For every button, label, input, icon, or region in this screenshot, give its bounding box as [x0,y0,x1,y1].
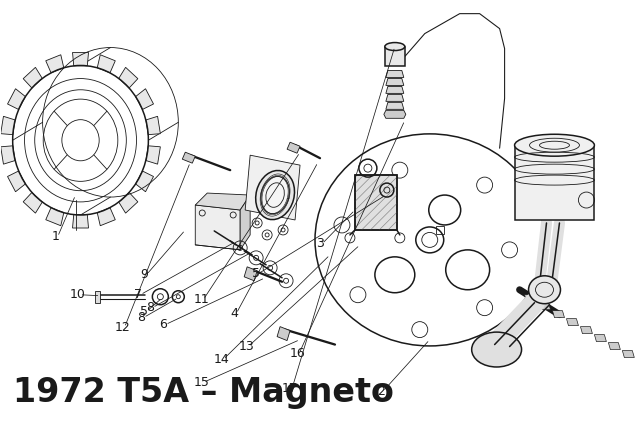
Text: 5: 5 [252,267,260,280]
Polygon shape [146,146,161,164]
Text: 17: 17 [282,382,298,395]
Polygon shape [8,89,26,110]
Polygon shape [240,195,250,250]
Polygon shape [97,55,115,73]
Polygon shape [119,67,138,88]
Polygon shape [195,193,250,210]
Polygon shape [595,335,606,341]
Text: 7: 7 [134,288,142,301]
Polygon shape [146,116,161,135]
Ellipse shape [385,43,405,50]
Polygon shape [23,192,42,213]
Text: 8: 8 [138,311,145,324]
Text: 15: 15 [193,376,209,389]
Text: 1972 T5A – Magneto: 1972 T5A – Magneto [13,376,394,409]
Text: 8: 8 [147,301,154,314]
Ellipse shape [515,134,595,156]
Polygon shape [515,145,595,220]
Polygon shape [46,208,64,226]
Polygon shape [277,327,290,341]
Polygon shape [580,327,593,334]
Polygon shape [386,78,404,85]
Text: 12: 12 [115,321,131,334]
Polygon shape [622,351,634,357]
Polygon shape [386,102,404,109]
Ellipse shape [256,170,294,220]
Polygon shape [609,343,620,349]
Polygon shape [1,116,15,135]
Polygon shape [136,171,154,192]
Polygon shape [244,267,257,281]
Text: 3: 3 [316,237,324,250]
Polygon shape [95,291,100,303]
Text: 13: 13 [238,340,254,353]
Ellipse shape [529,276,561,304]
Text: 1: 1 [52,231,60,243]
Polygon shape [136,89,154,110]
Polygon shape [8,171,26,192]
Polygon shape [355,175,397,230]
Polygon shape [386,94,404,102]
Text: 10: 10 [70,288,86,301]
Ellipse shape [260,176,289,214]
Polygon shape [182,152,195,163]
Polygon shape [23,67,42,88]
Polygon shape [72,52,88,66]
Text: 5: 5 [140,305,148,318]
Text: 11: 11 [193,293,209,306]
Polygon shape [386,71,404,77]
Polygon shape [386,86,404,93]
Polygon shape [97,208,115,226]
Polygon shape [72,214,88,228]
Polygon shape [525,295,536,302]
Polygon shape [46,55,64,73]
Polygon shape [287,142,300,153]
Polygon shape [566,319,579,326]
Text: 14: 14 [213,353,229,366]
Polygon shape [195,205,240,250]
Polygon shape [119,192,138,213]
Ellipse shape [472,332,522,367]
Polygon shape [538,303,550,310]
Polygon shape [552,310,564,318]
Polygon shape [245,155,300,220]
Text: 4: 4 [230,307,238,320]
Text: 9: 9 [140,268,148,281]
Polygon shape [1,146,15,164]
Text: 16: 16 [289,347,305,360]
Text: 2: 2 [377,385,385,398]
Polygon shape [384,110,406,118]
Text: 6: 6 [159,318,167,331]
Polygon shape [385,47,405,66]
